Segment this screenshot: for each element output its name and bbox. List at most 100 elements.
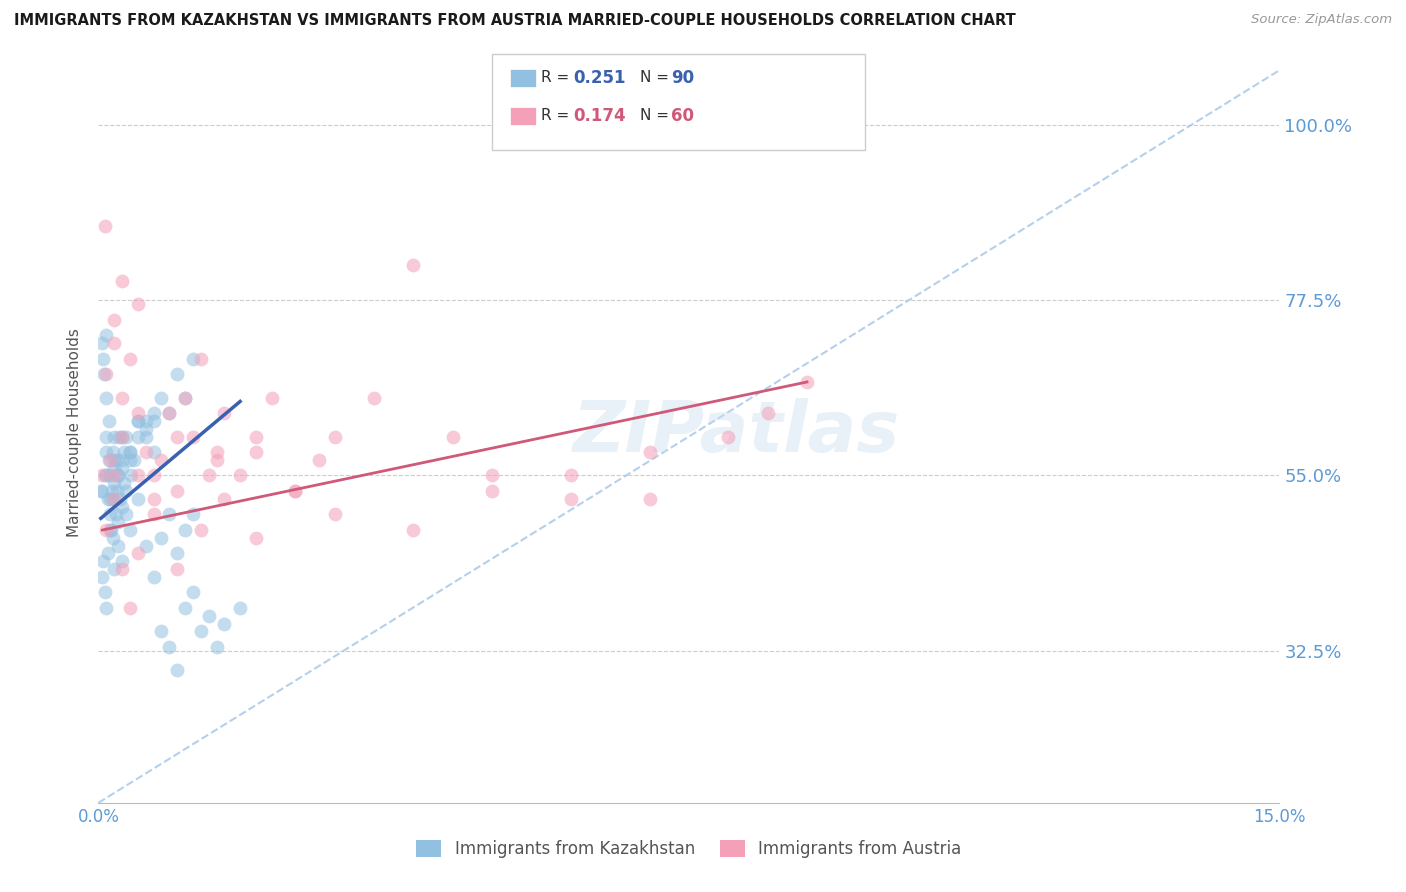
Point (98, 508, 121, 522)
Point (93, 468, 115, 483)
Point (323, 429, 346, 443)
Y-axis label: Married-couple Households: Married-couple Households (67, 328, 83, 537)
Text: 90: 90 (671, 69, 693, 87)
Point (98, 491, 121, 506)
Point (166, 367, 188, 381)
Point (96, 523, 118, 537)
Point (127, 414, 149, 428)
Point (96, 601, 118, 615)
Point (150, 391, 173, 405)
Point (127, 406, 149, 420)
Point (481, 468, 503, 483)
Point (111, 460, 134, 475)
Point (308, 453, 330, 467)
Point (97, 546, 120, 560)
Point (284, 484, 307, 499)
Text: R =: R = (541, 109, 575, 123)
Point (214, 406, 236, 420)
Point (103, 562, 125, 576)
Point (166, 663, 188, 677)
Point (111, 500, 134, 514)
Point (91, 336, 114, 351)
Point (181, 429, 204, 443)
Point (560, 491, 582, 506)
Point (127, 297, 149, 311)
Point (127, 546, 149, 560)
Legend: Immigrants from Kazakhstan, Immigrants from Austria: Immigrants from Kazakhstan, Immigrants f… (409, 833, 969, 865)
Point (91, 468, 114, 483)
Text: R =: R = (541, 70, 575, 85)
Point (91, 484, 114, 499)
Point (756, 406, 779, 420)
Point (98, 468, 121, 483)
Point (181, 508, 204, 522)
Point (142, 468, 165, 483)
Point (205, 453, 228, 467)
Point (127, 414, 149, 428)
Point (90, 570, 112, 584)
Point (402, 258, 425, 272)
Point (135, 414, 157, 428)
Point (166, 429, 188, 443)
Point (142, 508, 165, 522)
Point (91, 351, 114, 366)
Point (121, 468, 143, 483)
Text: 0.174: 0.174 (574, 107, 626, 125)
Point (111, 274, 134, 288)
Point (245, 429, 267, 443)
Point (166, 546, 188, 560)
Point (96, 468, 118, 483)
Point (101, 491, 124, 506)
Point (111, 562, 134, 576)
Point (441, 429, 464, 443)
Point (118, 601, 141, 615)
Text: ZIPatlas: ZIPatlas (572, 398, 900, 467)
Point (104, 508, 127, 522)
Text: IMMIGRANTS FROM KAZAKHSTAN VS IMMIGRANTS FROM AUSTRIA MARRIED-COUPLE HOUSEHOLDS : IMMIGRANTS FROM KAZAKHSTAN VS IMMIGRANTS… (14, 13, 1015, 29)
Point (174, 523, 197, 537)
Point (100, 523, 122, 537)
Point (205, 445, 228, 459)
Point (103, 468, 125, 483)
Text: N =: N = (640, 70, 673, 85)
Point (638, 491, 661, 506)
Point (118, 351, 141, 366)
Point (91, 554, 114, 568)
Point (107, 515, 129, 529)
Point (127, 468, 149, 483)
Point (174, 391, 197, 405)
Point (197, 468, 219, 483)
Point (135, 429, 157, 443)
Text: 60: 60 (671, 107, 693, 125)
Point (157, 640, 180, 654)
Point (229, 468, 252, 483)
Point (181, 585, 204, 599)
Text: N =: N = (640, 109, 673, 123)
Point (717, 429, 740, 443)
Point (323, 508, 346, 522)
Point (142, 414, 165, 428)
Point (94, 445, 117, 459)
Point (103, 491, 125, 506)
Point (107, 468, 129, 483)
Point (122, 453, 145, 467)
Point (214, 491, 236, 506)
Point (142, 445, 165, 459)
Point (135, 422, 157, 436)
Point (97, 491, 120, 506)
Point (96, 429, 118, 443)
Point (111, 554, 134, 568)
Point (135, 539, 157, 553)
Text: 0.251: 0.251 (574, 69, 626, 87)
Point (638, 445, 661, 459)
Point (98, 414, 121, 428)
Point (111, 429, 134, 443)
Point (96, 391, 118, 405)
Point (115, 429, 138, 443)
Point (260, 391, 283, 405)
Point (481, 484, 503, 499)
Point (174, 601, 197, 615)
Point (142, 570, 165, 584)
Point (157, 406, 180, 420)
Point (105, 484, 128, 499)
